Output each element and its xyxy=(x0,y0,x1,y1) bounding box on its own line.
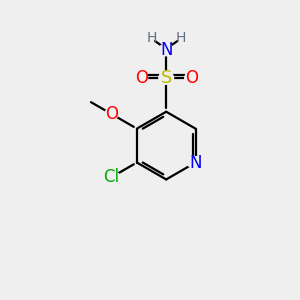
Ellipse shape xyxy=(159,44,174,56)
Text: H: H xyxy=(147,31,157,45)
Text: Cl: Cl xyxy=(103,168,119,186)
Text: N: N xyxy=(189,154,202,172)
Ellipse shape xyxy=(103,171,120,183)
Ellipse shape xyxy=(159,71,174,84)
Text: O: O xyxy=(185,69,198,87)
Text: H: H xyxy=(175,31,185,45)
Ellipse shape xyxy=(187,157,204,168)
Text: S: S xyxy=(160,69,172,87)
Text: N: N xyxy=(160,41,172,59)
Ellipse shape xyxy=(185,72,198,84)
Ellipse shape xyxy=(105,108,118,120)
Text: O: O xyxy=(105,105,118,123)
Ellipse shape xyxy=(135,72,148,84)
Text: O: O xyxy=(135,69,148,87)
